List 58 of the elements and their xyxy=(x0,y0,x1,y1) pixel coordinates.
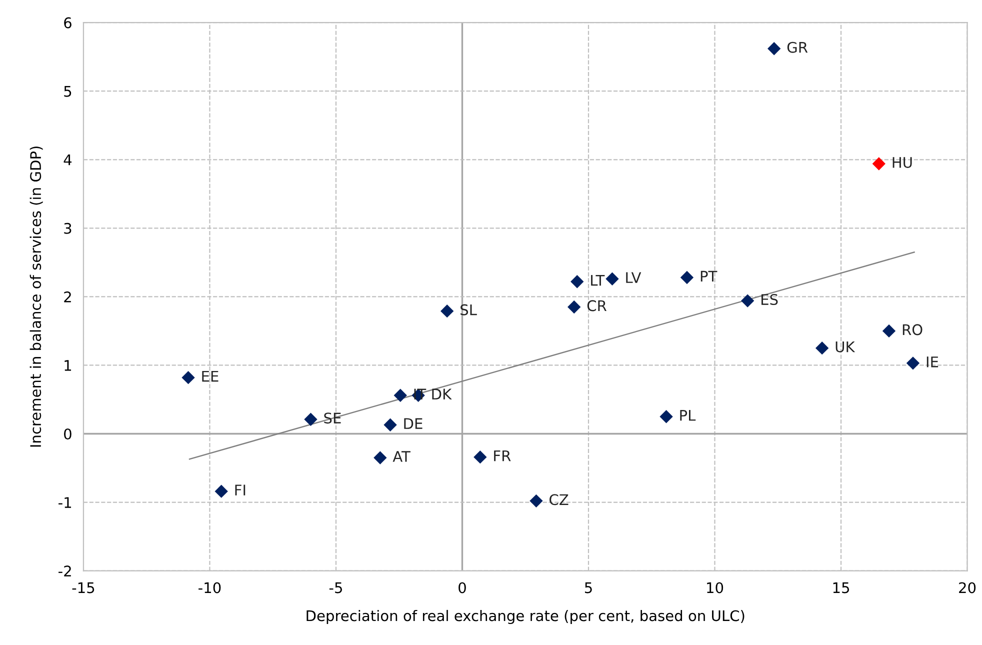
y-tick-label: 0 xyxy=(64,428,72,440)
point xyxy=(394,388,407,402)
point xyxy=(182,370,195,384)
annotation: LT xyxy=(591,275,605,286)
point xyxy=(815,342,829,355)
annotation: PL xyxy=(680,410,696,421)
point xyxy=(768,42,781,56)
x-tick-label: 20 xyxy=(959,582,976,594)
x-tick-label: -10 xyxy=(198,582,221,594)
x-axis-title: Depreciation of real exchange rate (per cent, based on ULC) xyxy=(306,610,744,624)
y-tick-label: 2 xyxy=(64,291,71,302)
point xyxy=(606,272,619,286)
x-tick-label: 0 xyxy=(458,582,466,594)
x-tick-label: 10 xyxy=(707,582,724,594)
y-tick-label: -1 xyxy=(58,497,72,508)
point xyxy=(474,450,487,464)
y-tick-label: 3 xyxy=(64,222,72,234)
point xyxy=(680,270,694,284)
point xyxy=(570,275,584,288)
x-tick-label: 15 xyxy=(833,582,850,594)
annotation: GR xyxy=(787,42,808,53)
annotation: DK xyxy=(432,388,452,400)
annotation: AT xyxy=(392,451,410,462)
point xyxy=(304,412,318,426)
y-tick-label: 4 xyxy=(64,154,72,166)
y-tick-label: -2 xyxy=(58,566,71,576)
annotation: PT xyxy=(700,270,718,282)
annotation: EE xyxy=(202,370,218,382)
x-tick-label: -5 xyxy=(329,582,342,594)
point xyxy=(440,304,454,318)
annotation: UK xyxy=(836,341,856,352)
point xyxy=(384,418,397,432)
annotation: DE xyxy=(404,418,422,429)
annotation: FR xyxy=(494,450,511,462)
point xyxy=(660,410,673,424)
y-tick-label: 1 xyxy=(64,360,72,371)
annotation: CR xyxy=(587,300,606,312)
point xyxy=(568,300,581,314)
annotation: IE xyxy=(926,356,938,368)
point xyxy=(214,484,228,498)
annotation: SL xyxy=(460,304,477,316)
annotation: CZ xyxy=(550,494,568,506)
annotation: FI xyxy=(235,484,246,496)
y-axis-title: Increment in balance of services (in GDP) xyxy=(30,146,43,447)
point xyxy=(530,494,543,508)
y-tick-label: 5 xyxy=(64,86,72,97)
y-tick-label: 6 xyxy=(64,17,72,28)
point xyxy=(882,324,896,338)
x-tick-label: -15 xyxy=(72,582,94,594)
point xyxy=(906,356,920,370)
annotation: ES xyxy=(762,294,778,306)
point xyxy=(374,451,387,464)
annotation: LV xyxy=(626,272,642,283)
annotation: HU xyxy=(892,157,912,168)
x-tick-label: 5 xyxy=(584,582,592,594)
annotation: RO xyxy=(902,324,922,336)
point xyxy=(740,294,754,308)
point xyxy=(872,157,886,170)
